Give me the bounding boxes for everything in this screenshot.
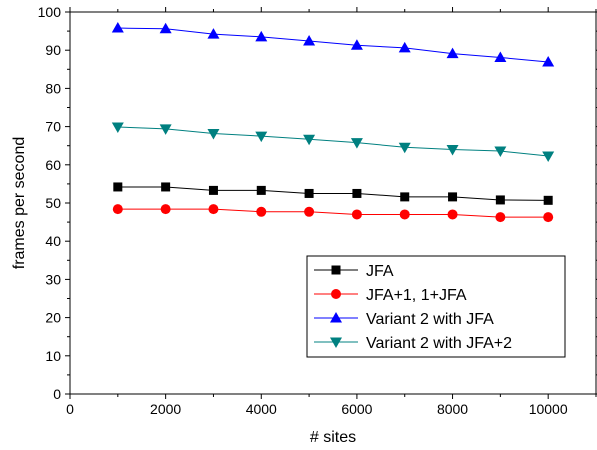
data-point [543, 212, 554, 223]
data-point [208, 185, 218, 195]
data-point [207, 28, 220, 39]
y-tick-label: 30 [45, 271, 61, 287]
data-point [495, 195, 505, 205]
data-point [352, 188, 362, 198]
data-point [111, 122, 124, 133]
data-point [113, 182, 123, 192]
data-point [256, 185, 266, 195]
data-point [447, 209, 458, 220]
data-point [398, 142, 411, 154]
series-line [117, 27, 549, 63]
x-axis-ticks: 0 2000 4000 6000 8000 10000 [66, 7, 597, 417]
data-point [304, 188, 314, 198]
data-point [494, 146, 507, 158]
y-tick-label: 10 [45, 348, 61, 364]
data-point [111, 22, 124, 33]
y-axis-ticks: 0 10 20 30 40 50 60 70 80 90 100 [38, 4, 597, 402]
data-point [543, 195, 553, 205]
legend-marker [331, 265, 341, 275]
data-point [161, 182, 171, 192]
y-tick-label: 90 [45, 42, 61, 58]
x-tick-label: 6000 [341, 401, 372, 417]
legend-marker [330, 337, 342, 348]
data-point [446, 47, 459, 59]
y-tick-label: 50 [45, 195, 61, 211]
x-tick-label: 0 [66, 401, 74, 417]
y-tick-label: 20 [45, 310, 61, 326]
data-point [303, 134, 316, 146]
y-tick-label: 80 [45, 80, 61, 96]
x-tick-label: 2000 [150, 401, 181, 417]
data-point [542, 56, 555, 67]
legend-marker [331, 289, 341, 299]
y-tick-label: 60 [45, 157, 61, 173]
y-axis-title: frames per second [11, 137, 28, 270]
legend-label: Variant 2 with JFA+2 [366, 335, 512, 352]
legend-label: JFA [366, 263, 394, 280]
legend-label: Variant 2 with JFA [366, 311, 494, 328]
data-point [256, 206, 267, 217]
data-point [494, 51, 507, 62]
y-tick-label: 0 [53, 386, 61, 402]
data-point [448, 192, 458, 202]
data-point [303, 35, 316, 46]
legend-marker [330, 312, 342, 323]
series-3 [111, 22, 555, 67]
legend-box [306, 255, 566, 358]
x-tick-label: 10000 [529, 401, 568, 417]
series-layer [111, 22, 555, 223]
data-point [304, 206, 315, 217]
series-1 [113, 182, 553, 205]
series-4 [111, 122, 555, 163]
data-point [255, 131, 268, 143]
y-tick-label: 40 [45, 233, 61, 249]
x-axis-title: # sites [310, 429, 356, 446]
data-point [350, 39, 363, 50]
series-2 [112, 204, 554, 223]
legend: JFA JFA+1, 1+JFA Variant 2 with JFA Variant… [306, 255, 566, 358]
data-point [112, 204, 123, 215]
data-point [542, 151, 555, 163]
data-point [207, 128, 220, 140]
data-point [255, 30, 268, 42]
data-point [446, 145, 459, 156]
data-point [398, 41, 411, 53]
data-point [159, 124, 172, 135]
data-point [351, 209, 362, 220]
x-tick-label: 4000 [246, 401, 277, 417]
data-point [495, 212, 506, 223]
y-tick-label: 70 [45, 119, 61, 135]
series-line [117, 186, 549, 201]
data-point [208, 204, 219, 215]
x-tick-label: 8000 [437, 401, 468, 417]
data-point [399, 209, 410, 220]
data-point [159, 22, 172, 34]
legend-label: JFA+1, 1+JFA [366, 287, 467, 304]
series-line [117, 208, 549, 218]
data-point [400, 192, 410, 202]
y-tick-label: 100 [38, 4, 62, 20]
data-point [350, 138, 363, 149]
data-point [160, 204, 171, 215]
series-line [117, 126, 549, 157]
